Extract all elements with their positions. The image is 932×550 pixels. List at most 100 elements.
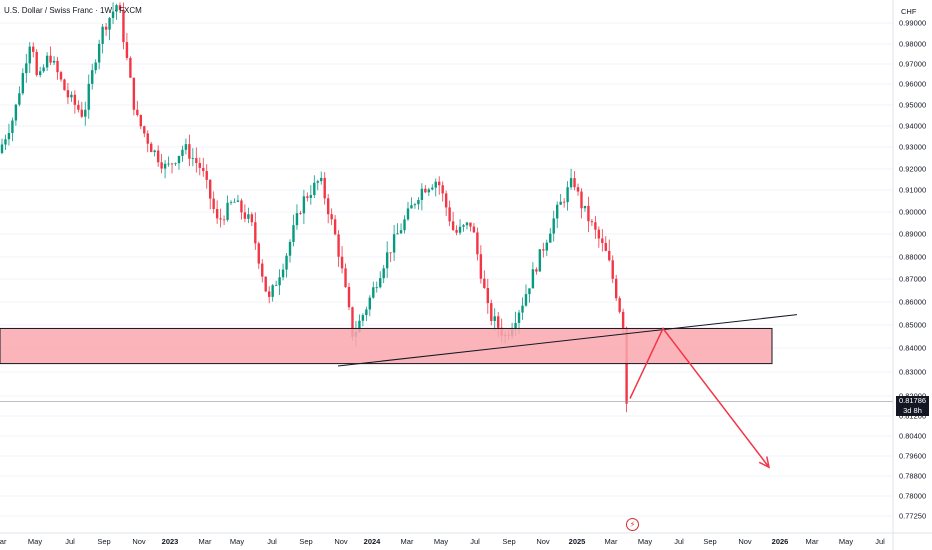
price-tick-label: 0.99000 xyxy=(899,19,926,28)
price-tick-label: 0.91000 xyxy=(899,186,926,195)
time-tick-label: Mar xyxy=(605,537,618,546)
support-zone[interactable] xyxy=(0,327,773,365)
time-tick-label: 2023 xyxy=(162,537,179,546)
candle-body xyxy=(344,268,347,287)
candle-body xyxy=(326,198,330,215)
candle-body xyxy=(101,26,104,44)
candle-body xyxy=(153,150,156,153)
candle-body xyxy=(0,144,4,153)
lightning-icon[interactable]: ⚡ xyxy=(626,518,639,531)
price-tick-label: 0.83000 xyxy=(899,368,926,377)
time-tick-label: Sep xyxy=(703,537,716,546)
candle-body xyxy=(444,193,448,208)
time-tick-label: Sep xyxy=(299,537,312,546)
candle-body xyxy=(614,278,618,299)
candle-body xyxy=(441,185,444,194)
candle-body xyxy=(566,187,569,203)
candle-body xyxy=(514,322,517,329)
candle-body xyxy=(375,287,378,289)
candle-body xyxy=(521,305,524,313)
candle-body xyxy=(545,242,548,251)
trendline[interactable] xyxy=(337,314,798,367)
candle-body xyxy=(316,181,319,183)
candle-body xyxy=(542,249,545,251)
candle-body xyxy=(59,72,63,80)
candle-body xyxy=(424,188,427,193)
candle-body xyxy=(309,195,313,198)
candle-body xyxy=(608,250,611,261)
last-price-value: 0.81786 xyxy=(898,396,927,405)
candle-body xyxy=(7,133,11,140)
candle-body xyxy=(379,278,382,288)
candle-body xyxy=(385,252,389,269)
candle-body xyxy=(340,256,344,269)
candle-body xyxy=(583,205,587,209)
candle-body xyxy=(118,5,122,10)
time-tick-label: Nov xyxy=(334,537,348,546)
candle-body xyxy=(302,196,306,214)
candle-body xyxy=(448,207,451,222)
candle-body xyxy=(358,320,361,333)
candle-body xyxy=(472,226,476,233)
candle-body xyxy=(198,162,201,168)
time-tick-label: Nov xyxy=(536,537,550,546)
candle-body xyxy=(493,316,496,321)
candle-body xyxy=(389,252,392,254)
candle-body xyxy=(215,209,219,219)
currency-label: CHF xyxy=(901,7,917,16)
time-tick-label: Mar xyxy=(806,537,819,546)
candle-body xyxy=(427,189,431,193)
candle-body xyxy=(188,144,191,159)
time-tick-label: Jul xyxy=(674,537,684,546)
candle-body xyxy=(347,286,351,308)
candle-body xyxy=(45,55,49,68)
candle-body xyxy=(104,26,108,30)
candle-body xyxy=(552,218,555,234)
candle-body xyxy=(243,212,247,219)
candle-body xyxy=(590,221,594,223)
candle-body xyxy=(115,5,118,12)
candle-body xyxy=(576,187,580,192)
candle-body xyxy=(594,222,597,230)
time-tick-label: 2026 xyxy=(772,537,789,546)
candle-body xyxy=(4,139,7,145)
candle-body xyxy=(264,276,267,292)
candle-body xyxy=(219,218,222,220)
candle-body xyxy=(129,57,132,78)
time-tick-label: Mar xyxy=(401,537,414,546)
time-tick-label: Jul xyxy=(65,537,75,546)
time-tick-label: Sep xyxy=(502,537,515,546)
price-tick-label: 0.81200 xyxy=(899,412,926,421)
candle-body xyxy=(285,255,288,270)
candle-body xyxy=(261,263,264,277)
candle-body xyxy=(330,214,333,220)
candle-body xyxy=(413,204,417,206)
projection-arrowhead xyxy=(758,456,771,469)
candle-body xyxy=(368,297,372,310)
time-tick-label: Jul xyxy=(470,537,480,546)
candle-body xyxy=(535,269,538,272)
candle-body xyxy=(195,158,198,163)
candle-body xyxy=(497,316,500,328)
candle-body xyxy=(365,309,368,316)
symbol-title[interactable]: U.S. Dollar / Swiss Franc · 1W · FXCM xyxy=(4,6,142,15)
candle-body xyxy=(52,60,56,63)
candle-body xyxy=(156,150,160,163)
candle-body xyxy=(271,285,274,297)
candle-body xyxy=(226,202,229,220)
candle-body xyxy=(247,214,250,219)
candle-body xyxy=(21,73,25,94)
candle-body xyxy=(160,162,163,169)
candle-body xyxy=(323,177,326,199)
candle-body xyxy=(431,187,434,190)
candle-body xyxy=(337,234,340,257)
candle-body xyxy=(63,79,66,91)
candle-body xyxy=(87,83,90,110)
price-tick-label: 0.79600 xyxy=(899,452,926,461)
candle-body xyxy=(209,179,212,199)
candle-body xyxy=(250,214,254,223)
projection-arrow[interactable] xyxy=(629,327,770,468)
price-tick-label: 0.95000 xyxy=(899,101,926,110)
candle-body xyxy=(524,294,528,306)
